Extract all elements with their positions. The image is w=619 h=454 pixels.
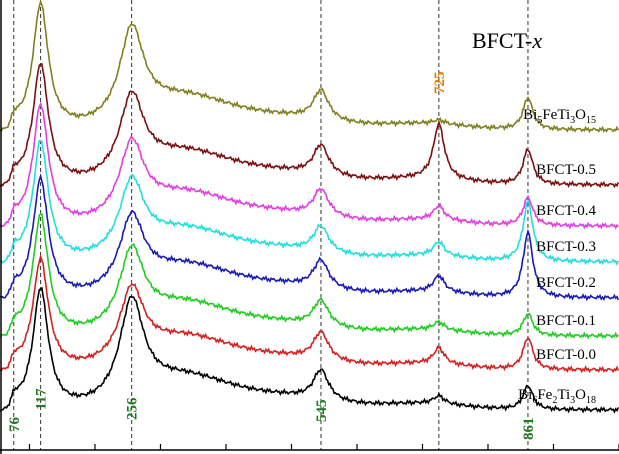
peak-label-545: 545 xyxy=(314,400,330,423)
peak-label-725: 725 xyxy=(432,72,448,95)
peak-lines xyxy=(13,0,529,450)
peak-labels: 76 117 256 545 725 861 xyxy=(7,72,537,441)
series-line-BFCT-0.0 xyxy=(0,253,619,374)
series-label-BFCT-0.0: BFCT-0.0 xyxy=(536,347,596,363)
series-label-BFCT-0.1: BFCT-0.1 xyxy=(536,313,596,329)
series-line-BFCT-0.1 xyxy=(0,212,619,340)
series-line-BFCT-0.4 xyxy=(0,101,619,230)
spectra-series xyxy=(0,0,619,414)
x-ticks xyxy=(28,444,619,450)
series-label-BFCT-0.2: BFCT-0.2 xyxy=(536,275,596,291)
peak-label-861: 861 xyxy=(521,418,537,441)
series-label-BFCT-0.3: BFCT-0.3 xyxy=(536,239,596,255)
series-label-Bi6Fe2Ti3O18: Bi6Fe2Ti3O18 xyxy=(518,387,596,406)
series-label-BFCT-0.4: BFCT-0.4 xyxy=(536,203,596,219)
series-line-Bi5FeTi3O15 xyxy=(0,0,619,134)
series-labels: Bi6Fe2Ti3O18 BFCT-0.0 BFCT-0.1 BFCT-0.2 BFCT… xyxy=(518,107,596,406)
series-label-Bi5FeTi3O15: Bi5FeTi3O15 xyxy=(523,107,596,126)
peak-label-256: 256 xyxy=(125,397,141,420)
peak-label-117: 117 xyxy=(34,388,50,410)
series-line-BFCT-0.2 xyxy=(0,173,619,302)
chart-title: BFCT-x xyxy=(472,28,542,53)
series-line-BFCT-0.5 xyxy=(0,62,619,189)
series-label-BFCT-0.5: BFCT-0.5 xyxy=(536,162,596,178)
series-line-BFCT-0.3 xyxy=(0,140,619,266)
peak-label-76: 76 xyxy=(7,417,23,433)
series-line-Bi6Fe2Ti3O18 xyxy=(0,286,619,414)
